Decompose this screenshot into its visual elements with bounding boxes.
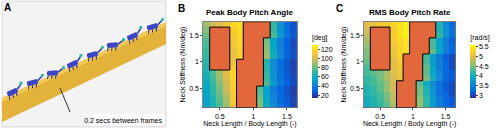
svg-text:5.5: 5.5	[479, 43, 489, 50]
svg-text:Neck Stiffness (Nm/deg): Neck Stiffness (Nm/deg)	[340, 27, 348, 103]
svg-text:100: 100	[321, 55, 333, 62]
svg-text:0.2 secs between frames: 0.2 secs between frames	[84, 117, 162, 124]
svg-text:0.5: 0.5	[375, 113, 385, 120]
svg-text:1: 1	[356, 58, 360, 65]
svg-text:1: 1	[195, 58, 199, 65]
svg-text:40: 40	[321, 82, 329, 89]
svg-text:5: 5	[479, 53, 483, 60]
svg-text:3.5: 3.5	[479, 82, 489, 89]
svg-text:1: 1	[251, 113, 255, 120]
svg-text:120: 120	[321, 46, 333, 53]
svg-text:3: 3	[479, 92, 483, 99]
svg-text:Neck Length / Body Length (-): Neck Length / Body Length (-)	[363, 120, 456, 128]
svg-text:1: 1	[411, 113, 415, 120]
svg-text:20: 20	[321, 92, 329, 99]
svg-text:Neck Stiffness (Nm/deg): Neck Stiffness (Nm/deg)	[179, 27, 187, 103]
svg-text:0.5: 0.5	[350, 85, 360, 92]
svg-text:C: C	[336, 3, 343, 14]
svg-text:4.5: 4.5	[479, 63, 489, 70]
svg-text:1.5: 1.5	[282, 113, 292, 120]
svg-text:RMS Body Pitch Rate: RMS Body Pitch Rate	[369, 8, 451, 17]
svg-text:B: B	[178, 3, 185, 14]
svg-text:4: 4	[479, 72, 483, 79]
svg-text:Neck Length / Body Length (-): Neck Length / Body Length (-)	[203, 120, 296, 128]
svg-text:Peak Body Pitch Angle: Peak Body Pitch Angle	[206, 8, 293, 17]
svg-text:[rad/s]: [rad/s]	[470, 34, 490, 42]
svg-text:1.5: 1.5	[350, 32, 360, 39]
svg-text:60: 60	[321, 73, 329, 80]
svg-text:1.5: 1.5	[441, 113, 451, 120]
svg-text:0.5: 0.5	[215, 113, 225, 120]
svg-text:[deg]: [deg]	[312, 34, 328, 42]
svg-text:1.5: 1.5	[189, 32, 199, 39]
svg-text:A: A	[4, 2, 11, 13]
svg-text:80: 80	[321, 64, 329, 71]
svg-text:0.5: 0.5	[189, 85, 199, 92]
